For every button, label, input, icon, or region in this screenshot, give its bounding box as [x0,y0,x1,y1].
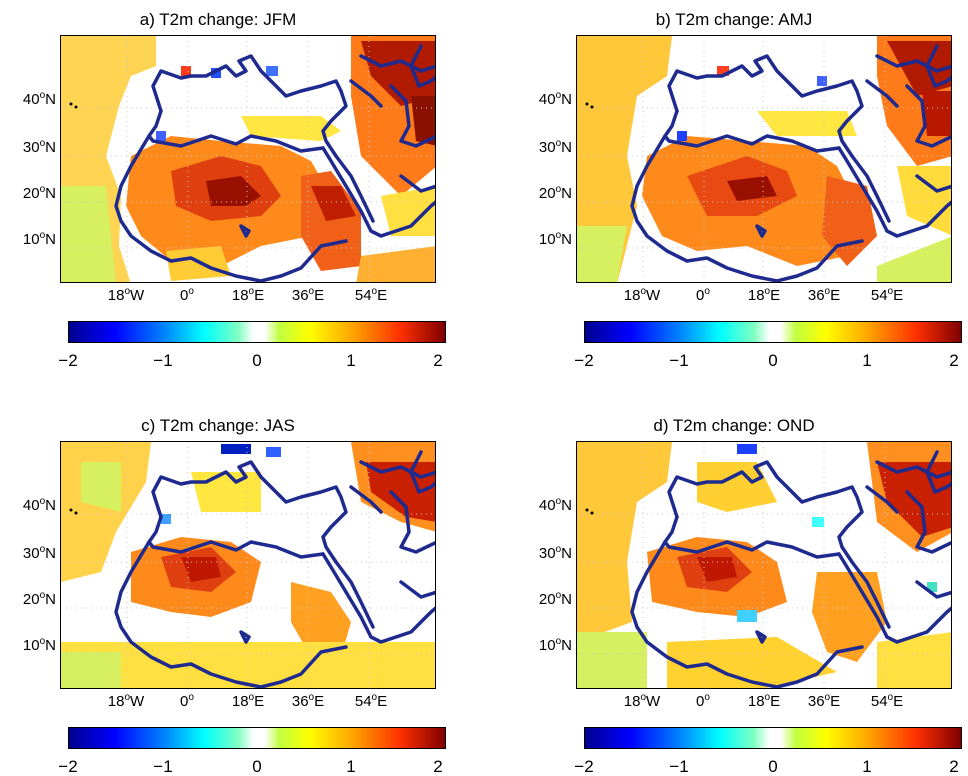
panel-b: b) T2m change: AMJ 40oN 30oN 20oN 10oN [524,10,962,370]
colorbar-tick: 0 [768,757,778,776]
panel-a: a) T2m change: JFM 40oN 30oN 20oN 10oN [8,10,446,370]
x-tick-0: 0o [696,286,710,304]
y-tick-20N: 20oN [22,184,56,202]
colorbar-tick: 1 [862,351,872,370]
colorbar-tick: −1 [153,351,173,370]
colorbar-tick: −1 [153,757,173,776]
x-tick-18E: 18oE [231,286,265,304]
y-tick-10N: 10oN [538,230,572,248]
panel-title: a) T2m change: JFM [139,10,297,29]
colorbar-tick: −2 [574,351,594,370]
colorbar-tick: 2 [433,757,443,776]
x-tick-0: 0o [180,692,194,710]
y-tick-30N: 30oN [538,544,572,562]
colorbar-tick: 0 [768,351,778,370]
temperature-change-map [576,441,952,689]
y-tick-20N: 20oN [22,590,56,608]
x-tick-36E: 36oE [807,286,841,304]
y-tick-10N: 10oN [22,230,56,248]
y-tick-10N: 10oN [22,636,56,654]
colorbar [68,727,446,749]
panel-title: d) T2m change: OND [653,416,815,435]
y-tick-40N: 40oN [538,90,572,108]
panel-title: b) T2m change: AMJ [655,10,813,29]
temperature-change-map [576,35,952,283]
x-tick-0: 0o [696,692,710,710]
colorbar-tick: 1 [346,351,356,370]
y-tick-10N: 10oN [538,636,572,654]
x-tick-54E: 54oE [870,692,904,710]
colorbar [584,727,962,749]
colorbar-tick: −1 [669,351,689,370]
y-tick-30N: 30oN [22,138,56,156]
x-tick-54E: 54oE [354,286,388,304]
x-tick-36E: 36oE [807,692,841,710]
colorbar-tick: 0 [252,757,262,776]
colorbar-tick: −2 [58,757,78,776]
colorbar-tick: 1 [346,757,356,776]
y-tick-20N: 20oN [538,184,572,202]
colorbar-tick: 1 [862,757,872,776]
panel-d: d) T2m change: OND 40oN 30oN 20oN 10oN [524,416,962,776]
y-tick-30N: 30oN [22,544,56,562]
x-tick-36E: 36oE [291,286,325,304]
temperature-change-map [60,35,436,283]
x-tick-54E: 54oE [870,286,904,304]
x-tick-18E: 18oE [747,692,781,710]
panel-c: c) T2m change: JAS 40oN 30oN 20oN 10oN [8,416,446,776]
colorbar-tick: −2 [58,351,78,370]
colorbar [68,321,446,343]
x-tick-18E: 18oE [231,692,265,710]
y-tick-30N: 30oN [538,138,572,156]
x-tick-18W: 18oW [107,286,145,304]
y-tick-40N: 40oN [22,90,56,108]
panel-title: c) T2m change: JAS [141,416,295,435]
x-tick-18E: 18oE [747,286,781,304]
y-tick-40N: 40oN [22,496,56,514]
x-tick-54E: 54oE [354,692,388,710]
colorbar-tick: 2 [949,351,959,370]
colorbar-tick: 2 [433,351,443,370]
x-tick-0: 0o [180,286,194,304]
colorbar [584,321,962,343]
colorbar-tick: −2 [574,757,594,776]
colorbar-tick: 2 [949,757,959,776]
x-tick-18W: 18oW [623,286,661,304]
colorbar-tick: −1 [669,757,689,776]
x-tick-18W: 18oW [107,692,145,710]
y-tick-20N: 20oN [538,590,572,608]
colorbar-tick: 0 [252,351,262,370]
x-tick-18W: 18oW [623,692,661,710]
y-tick-40N: 40oN [538,496,572,514]
temperature-change-map [60,441,436,689]
x-tick-36E: 36oE [291,692,325,710]
